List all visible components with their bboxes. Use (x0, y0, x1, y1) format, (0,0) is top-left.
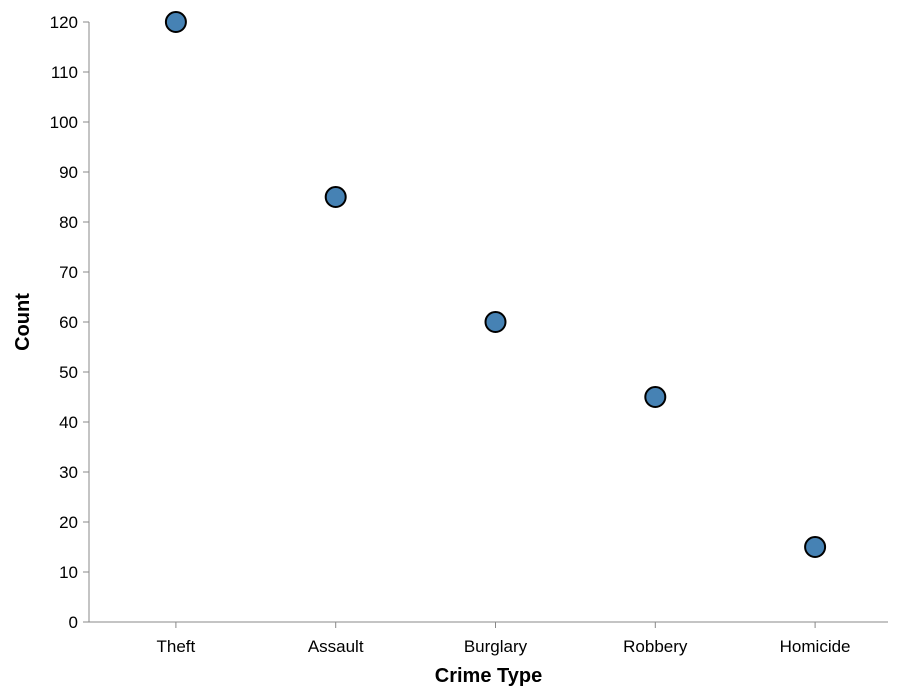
x-axis: Theft Assault Burglary Robbery Homicide (89, 621, 888, 656)
y-tick-label: 100 (50, 113, 78, 132)
y-tick-label: 60 (59, 313, 78, 332)
data-point-assault (324, 186, 347, 208)
x-axis-title: Crime Type (435, 665, 542, 687)
y-axis: 0 10 20 30 40 50 60 70 80 90 100 110 120 (50, 13, 90, 632)
y-tick-label: 40 (59, 413, 78, 432)
y-tick-label: 120 (50, 13, 78, 32)
y-ticks: 0 10 20 30 40 50 60 70 80 90 100 110 120 (50, 13, 89, 632)
data-point-burglary (484, 311, 507, 333)
y-tick-label: 90 (59, 163, 78, 182)
y-axis-title: Count (12, 293, 34, 351)
data-point-robbery (644, 386, 667, 408)
data-point-homicide (804, 536, 827, 558)
y-tick-label: 0 (69, 613, 78, 632)
y-tick-label: 110 (51, 63, 78, 82)
x-tick-label-homicide: Homicide (780, 637, 851, 656)
y-tick-label: 20 (59, 513, 78, 532)
x-tick-label-robbery: Robbery (623, 637, 688, 656)
data-point-theft (164, 11, 187, 33)
x-tick-label-assault: Assault (308, 637, 364, 656)
y-tick-label: 50 (59, 363, 78, 382)
x-tick-label-theft: Theft (157, 637, 196, 656)
y-tick-label: 70 (59, 263, 78, 282)
x-ticks: Theft Assault Burglary Robbery Homicide (157, 622, 851, 656)
data-points (164, 11, 827, 558)
x-tick-label-burglary: Burglary (464, 637, 528, 656)
y-tick-label: 80 (59, 213, 78, 232)
y-tick-label: 30 (59, 463, 78, 482)
y-tick-label: 10 (59, 563, 78, 582)
